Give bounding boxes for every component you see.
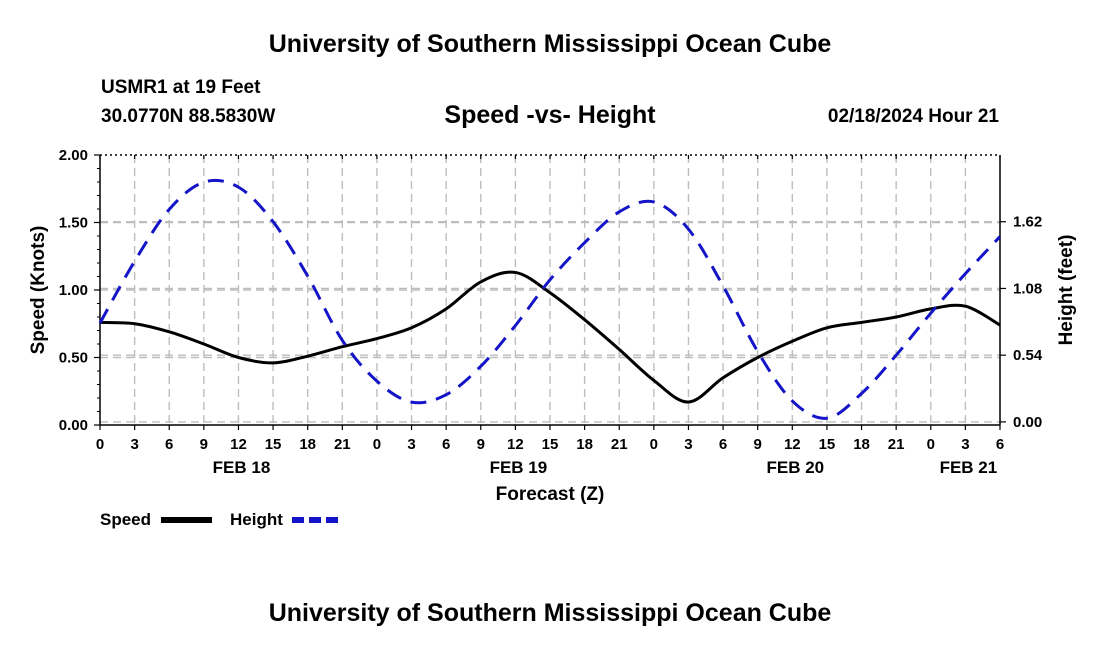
y2-tick-label: 0.00 (1013, 414, 1042, 431)
x-date-label: FEB 18 (213, 458, 271, 477)
x-tick-label: 15 (265, 436, 282, 453)
x-tick-label: 9 (477, 436, 485, 453)
legend-label-height: Height (230, 510, 283, 529)
x-tick-label: 9 (200, 436, 208, 453)
x-tick-label: 21 (611, 436, 628, 453)
x-tick-label: 18 (576, 436, 593, 453)
x-tick-label: 18 (299, 436, 316, 453)
x-axis-title: Forecast (Z) (496, 484, 605, 505)
x-tick-label: 6 (165, 436, 173, 453)
x-tick-label: 3 (961, 436, 969, 453)
x-tick-label: 18 (853, 436, 870, 453)
x-tick-label: 21 (888, 436, 905, 453)
y-axis-title: Speed (Knots) (28, 226, 49, 355)
y-tick-label: 0.00 (59, 417, 88, 434)
x-tick-label: 9 (754, 436, 762, 453)
legend-label-speed: Speed (100, 510, 151, 529)
x-tick-label: 0 (96, 436, 104, 453)
y2-axis-title: Height (feet) (1056, 235, 1077, 346)
y-tick-label: 0.50 (59, 350, 88, 367)
x-tick-label: 21 (334, 436, 351, 453)
x-tick-label: 0 (650, 436, 658, 453)
x-tick-label: 12 (230, 436, 247, 453)
x-tick-label: 6 (442, 436, 450, 453)
x-tick-label: 3 (684, 436, 692, 453)
y-tick-label: 1.50 (59, 215, 88, 232)
x-tick-label: 3 (407, 436, 415, 453)
x-tick-label: 12 (507, 436, 524, 453)
y2-tick-label: 0.54 (1013, 347, 1043, 364)
footer-title: University of Southern Mississippi Ocean… (0, 599, 1100, 628)
x-tick-label: 6 (996, 436, 1004, 453)
x-tick-label: 12 (784, 436, 801, 453)
y2-tick-label: 1.62 (1013, 214, 1042, 231)
x-date-label: FEB 21 (940, 458, 998, 477)
x-tick-label: 15 (819, 436, 836, 453)
x-tick-label: 0 (927, 436, 935, 453)
x-tick-label: 15 (542, 436, 559, 453)
y-tick-label: 2.00 (59, 147, 88, 164)
x-tick-label: 0 (373, 436, 381, 453)
speed-height-chart: 0 3 6 9 12 15 18 21 0 3 6 9 12 15 18 21 0 3 6 9 12 15 18 21 0 3 6 F… (0, 0, 1100, 650)
x-date-label: FEB 19 (490, 458, 548, 477)
x-tick-label: 3 (130, 436, 138, 453)
x-date-label: FEB 20 (766, 458, 824, 477)
y2-tick-label: 1.08 (1013, 280, 1042, 297)
x-tick-label: 6 (719, 436, 727, 453)
y-tick-label: 1.00 (59, 282, 88, 299)
